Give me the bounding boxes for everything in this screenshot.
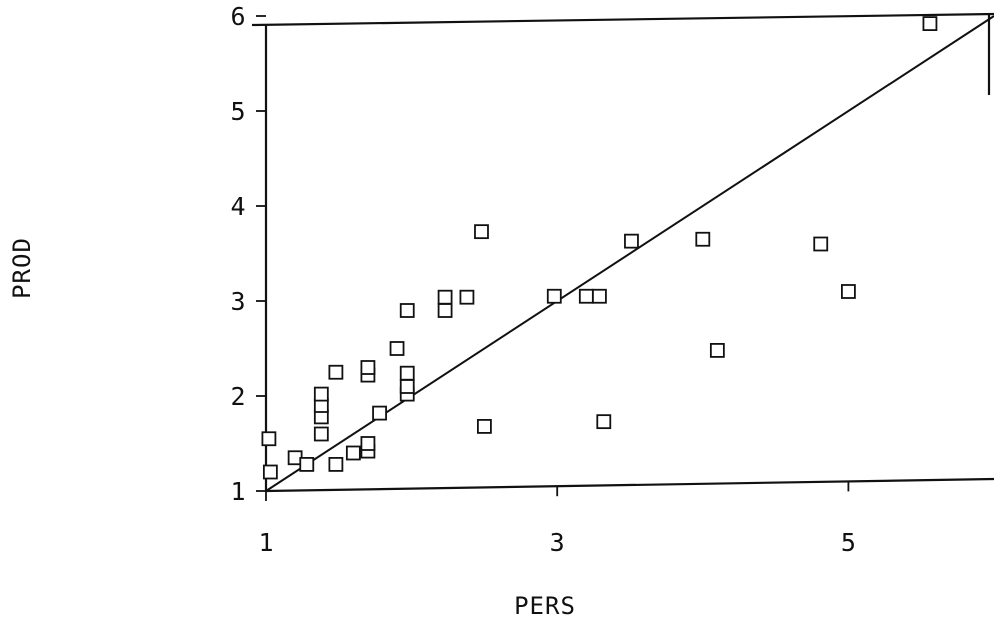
point-layer [261, 16, 938, 480]
scatter-point [437, 289, 453, 305]
scatter-point [313, 426, 329, 442]
y-axis-title: PROD [8, 237, 36, 299]
top-border-line [251, 12, 994, 27]
scatter-point [437, 303, 453, 318]
scatter-point [624, 233, 639, 249]
scatter-point [709, 342, 725, 358]
scatter-point [399, 379, 415, 394]
scatter-point [261, 431, 277, 447]
scatter-point [360, 436, 376, 451]
scatter-point [262, 464, 278, 480]
scatter-point [328, 456, 344, 472]
reference-line-layer [265, 15, 994, 492]
scatter-point [399, 365, 415, 381]
y-tick-label: 1 [230, 477, 245, 506]
scatter-point [813, 236, 829, 252]
y-tick-label: 4 [230, 192, 245, 221]
y-tick-label: 5 [230, 97, 245, 126]
scatter-point [578, 288, 594, 304]
x-tick-label: 3 [550, 528, 565, 557]
scatter-point [299, 456, 315, 472]
reference-diagonal-line [265, 15, 994, 492]
x-axis-title: PERS [514, 592, 576, 620]
scatter-point [313, 386, 329, 402]
scatter-point [372, 405, 387, 421]
label-layer: PERS PROD [8, 237, 576, 620]
scatter-point [389, 341, 405, 356]
scatter-point [546, 288, 562, 304]
x-tick-label: 1 [258, 528, 273, 557]
scatter-point [345, 445, 361, 461]
x-tick-label: 5 [841, 528, 856, 557]
scatter-point [695, 231, 711, 247]
scatter-point [841, 284, 856, 299]
scatter-point [459, 289, 475, 305]
chart-frame [251, 12, 994, 493]
y-tick-label: 6 [230, 2, 245, 31]
y-tick-label: 3 [230, 287, 245, 316]
x-axis-line [265, 477, 994, 493]
tick-layer: 1 2 3 4 5 6 1 3 5 [230, 2, 855, 557]
scatter-point [399, 303, 415, 318]
scatter-point [476, 418, 492, 434]
scatter-point [596, 414, 612, 430]
scatter-point [360, 360, 376, 375]
scatter-point [592, 288, 607, 304]
scatter-point [474, 224, 489, 240]
scatter-point [328, 364, 344, 380]
scatter-point [922, 16, 938, 32]
y-tick-label: 2 [230, 382, 245, 411]
